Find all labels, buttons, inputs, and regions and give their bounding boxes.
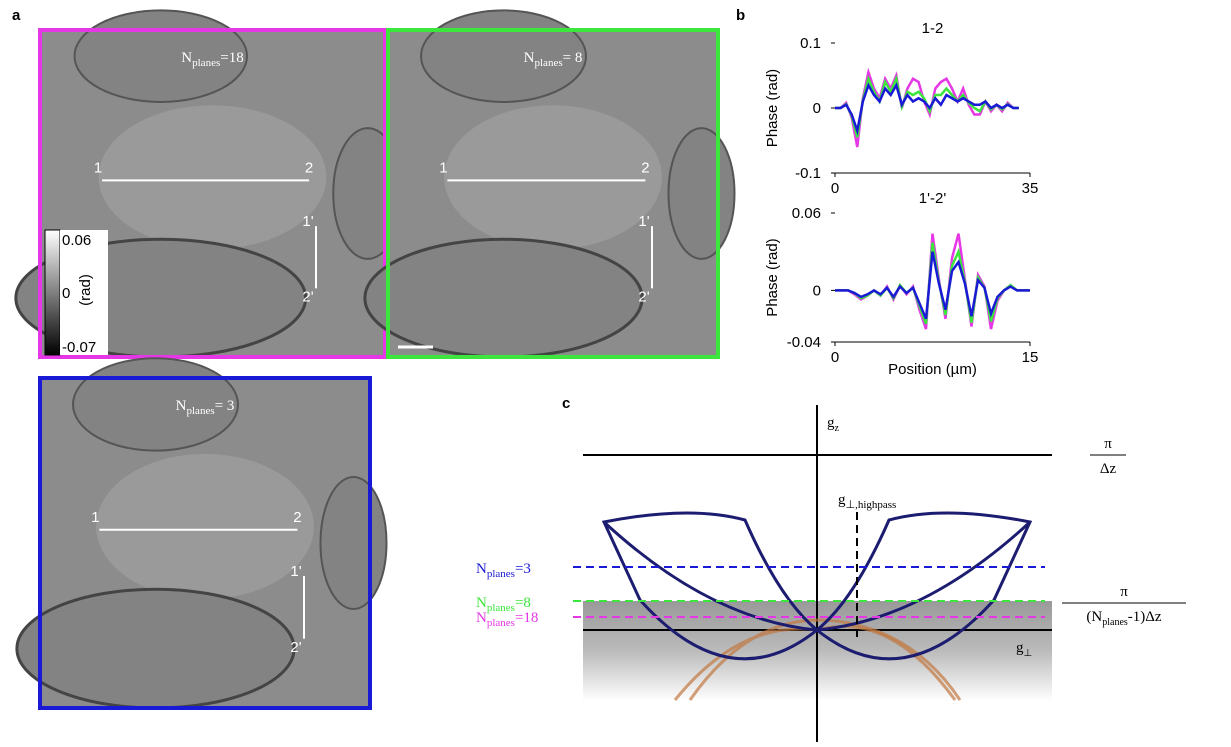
line-end: 1 [91,509,99,526]
panel-label: b [736,7,745,24]
colorbar-label: 0 [62,285,70,302]
dark-region [321,477,387,609]
y-tick-label: 0 [813,282,821,299]
dz-label: Δz [1100,461,1117,477]
y-tick-label: -0.1 [795,165,821,182]
chart-title: 1-2 [922,20,944,37]
x-tick-label: 15 [1022,349,1039,366]
line-end: 1' [302,213,313,230]
pi-label: π [1104,436,1112,452]
x-axis-label: Position (µm) [888,361,977,378]
colorbar-unit: (rad) [77,274,94,306]
line-end: 1' [290,563,301,580]
micrograph: Nplanes= 3 1 2 1' 2' [17,358,387,708]
x-tick-label: 0 [831,180,839,197]
label-n: N [176,398,187,414]
colorbar-label: 0.06 [62,232,91,249]
label-sub: planes [192,57,220,69]
micrograph: Nplanes= 8 1 2 1' 2' [365,10,735,357]
label-eq: = 8 [563,50,583,66]
colorbar [45,230,60,355]
y-axis-label: Phase (rad) [764,238,781,316]
figure: a b c Nplanes=18121'2'Nplanes= 8121'2'Np… [0,0,1231,742]
line-end: 2 [293,509,301,526]
y-tick-label: 0.06 [792,205,821,222]
cell-body [96,454,314,599]
y-axis-label: Phase (rad) [764,69,781,147]
diagram: gz π Δz g⊥,highpass Nplanes=3 Nplanes=8 … [476,405,1186,742]
n3-label: Nplanes=3 [476,561,531,580]
dark-region [17,589,294,708]
label-eq: =18 [220,50,243,66]
gz-label: gz [827,415,840,434]
label-n: N [181,50,192,66]
line-end: 2 [305,159,313,176]
line-end: 2' [302,288,313,305]
y-tick-label: -0.04 [787,334,821,351]
colorbar-label: -0.07 [62,339,96,356]
chart-title: 1'-2' [919,190,947,207]
cell-body [99,105,327,249]
line-end: 2 [641,159,649,176]
line-end: 1 [94,159,102,176]
label-sub: planes [187,405,215,417]
highpass-label: g⊥,highpass [838,492,896,511]
low-den: (Nplanes-1)Δz [1086,609,1162,628]
panel-label: a [12,7,21,24]
label-sub: planes [535,57,563,69]
panel-label: c [562,395,570,412]
label-eq: = 3 [215,398,235,414]
x-tick-label: 35 [1022,180,1039,197]
y-tick-label: 0 [813,100,821,117]
line-end: 1' [638,213,649,230]
cell-body [444,105,662,249]
line-end: 2' [290,639,301,656]
y-tick-label: 0.1 [800,35,821,52]
data-line [835,252,1030,319]
dark-region [365,239,642,357]
dark-region [669,128,735,259]
pi-label: π [1120,584,1128,600]
line-end: 1 [439,159,447,176]
label-n: N [524,50,535,66]
line-end: 2' [638,288,649,305]
x-tick-label: 0 [831,349,839,366]
